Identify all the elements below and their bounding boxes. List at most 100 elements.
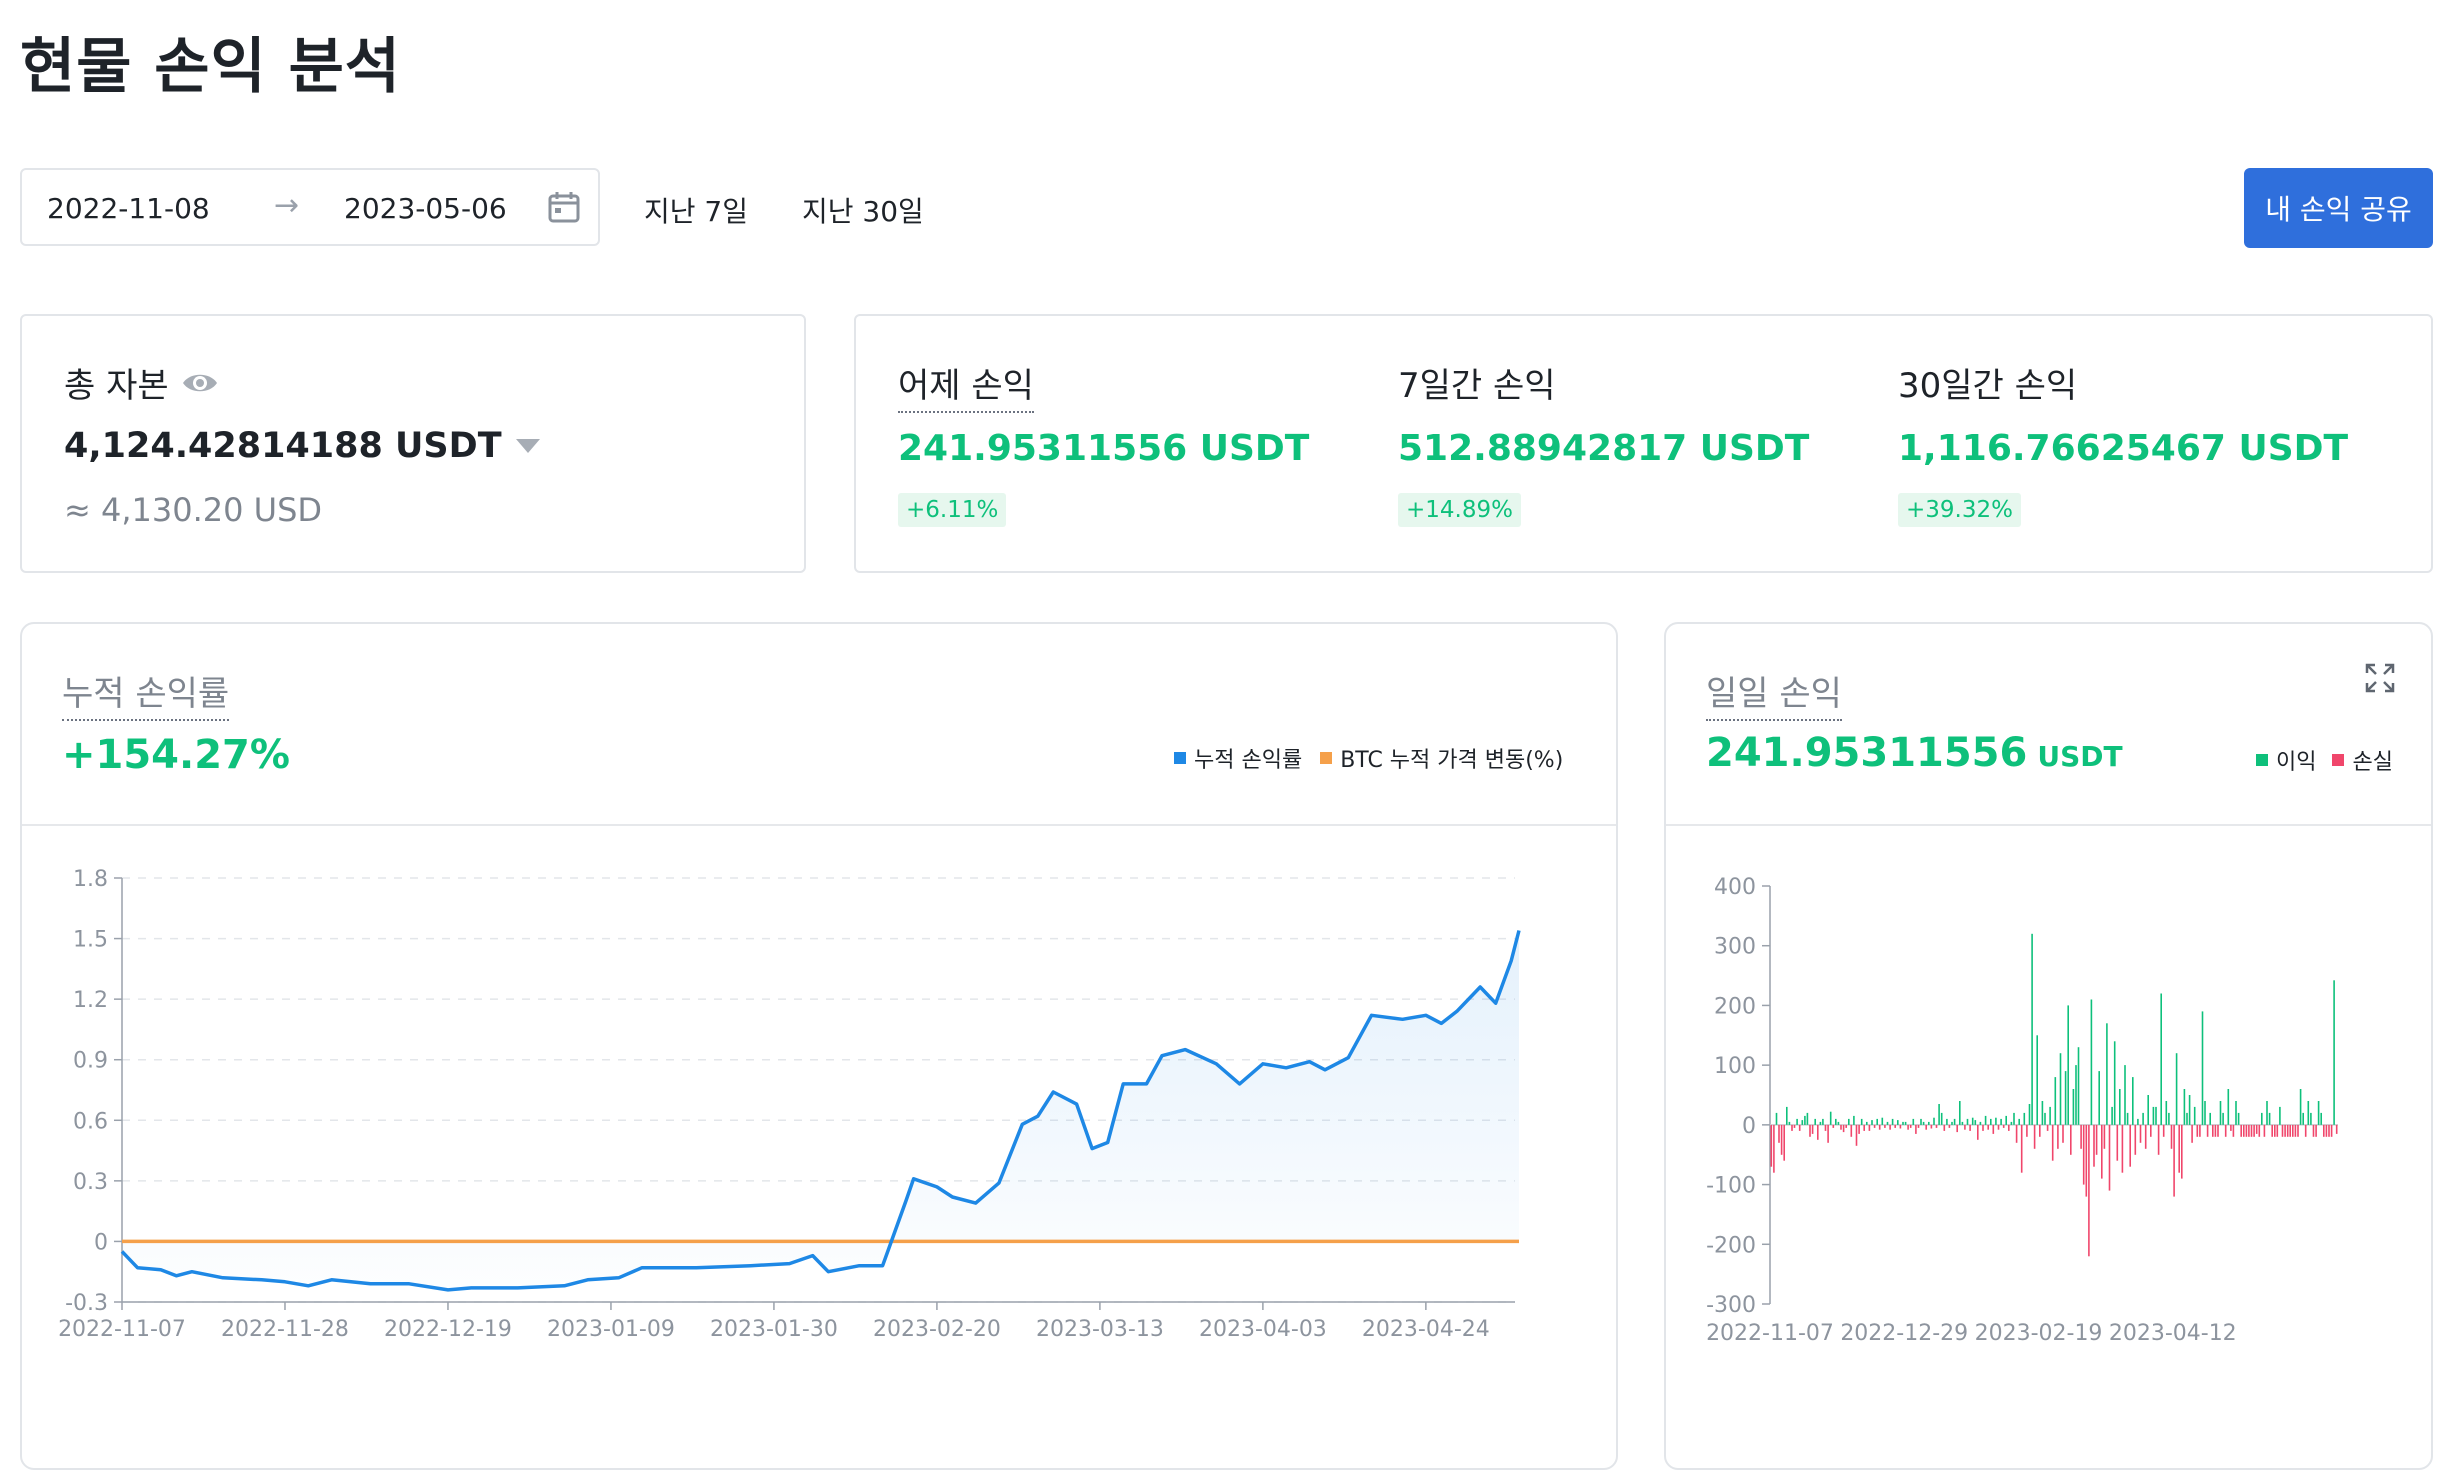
loss-bar (2212, 1124, 2214, 1137)
profit-bar (1979, 1121, 1982, 1125)
loss-bar (2274, 1124, 2276, 1137)
cumulative-title[interactable]: 누적 손익률 (62, 666, 230, 721)
loss-bar (1855, 1124, 1858, 1146)
loss-bar (1780, 1124, 1783, 1155)
loss-bar (1894, 1124, 1896, 1128)
quick-range-30days[interactable]: 지난 30일 (802, 195, 924, 228)
loss-bar (2033, 1124, 2036, 1149)
loss-bar (2121, 1124, 2124, 1173)
share-pnl-button[interactable]: 내 손익 공유 (2244, 168, 2433, 248)
profit-bar (1775, 1112, 1778, 1125)
loss-bar (2170, 1124, 2173, 1149)
7day-pnl-pct: +14.89% (1398, 493, 1521, 527)
end-date-input[interactable]: 2023-05-06 (344, 192, 507, 225)
profit-bar (2111, 1106, 2113, 1125)
profit-bar (2155, 1106, 2157, 1125)
legend-loss: 손실 (2352, 750, 2393, 775)
loss-bar (2157, 1124, 2160, 1155)
y-tick-label: 400 (1714, 875, 1756, 900)
profit-bar (1959, 1101, 1961, 1125)
loss-bar (2217, 1124, 2219, 1137)
page-title: 현물 손익 분석 (20, 32, 401, 102)
loss-bar (2008, 1124, 2010, 1131)
profit-bar (2268, 1112, 2271, 1125)
range-arrow: → (274, 188, 300, 223)
profit-bar (1796, 1118, 1798, 1125)
loss-bar (2103, 1124, 2106, 1149)
y-tick-label: -0.3 (65, 1291, 108, 1316)
profit-bar (1814, 1118, 1816, 1125)
profit-bar (2168, 1112, 2170, 1125)
caret-down-icon[interactable] (514, 437, 542, 455)
loss-bar (1969, 1124, 1971, 1131)
expand-icon[interactable] (2364, 662, 2396, 694)
daily-pnl-chart[interactable]: 400 300 200 100 0 -100 -200 -300 2022-11-07 2022-… (1666, 864, 2431, 1464)
loss-bar (1987, 1124, 1989, 1130)
y-tick-label: 200 (1714, 994, 1756, 1019)
daily-legend: 이익 손실 (2256, 744, 2393, 776)
profit-bar (1938, 1104, 1940, 1125)
7day-pnl-value: 512.88942817 USDT (1398, 428, 1810, 469)
loss-bar (2191, 1124, 2193, 1143)
loss-bar (2245, 1124, 2248, 1137)
profit-bar (2310, 1112, 2312, 1125)
y-tick-label: 0.9 (73, 1049, 108, 1074)
loss-bar (1889, 1124, 1891, 1130)
date-range-picker[interactable]: 2022-11-08 → 2023-05-06 (20, 168, 600, 246)
profit-bar (1866, 1121, 1868, 1125)
loss-bar (1773, 1124, 1775, 1173)
loss-bar (2088, 1124, 2090, 1257)
profit-bar (2132, 1077, 2134, 1125)
profit-bar (2031, 933, 2033, 1125)
capital-approx-usd: ≈ 4,130.20 USD (64, 491, 323, 529)
profit-bar (1961, 1121, 1964, 1125)
profit-bar (1829, 1111, 1832, 1125)
profit-bar (2106, 1023, 2108, 1125)
profit-bar (2075, 1065, 2077, 1125)
loss-bar (1899, 1124, 1902, 1129)
profit-bar (2005, 1115, 2007, 1125)
x-tick-label: 2023-01-30 (710, 1317, 838, 1342)
loss-bar (2253, 1124, 2255, 1137)
loss-bar (2020, 1124, 2023, 1173)
yesterday-pnl-value: 241.95311556 USDT (898, 428, 1310, 469)
quick-range-7days[interactable]: 지난 7일 (644, 195, 748, 228)
profit-bar (2098, 1071, 2100, 1125)
profit-bar (1837, 1121, 1840, 1125)
daily-pnl-card: 일일 손익 241.95311556 USDT 이익 손실 400 300 200 1… (1664, 622, 2433, 1470)
loss-bar (2116, 1124, 2119, 1161)
loss-bar (2330, 1124, 2333, 1137)
profit-bar (2067, 1005, 2069, 1125)
y-tick-label: 300 (1714, 935, 1756, 960)
loss-bar (2039, 1124, 2041, 1137)
loss-bar (1935, 1124, 1938, 1128)
loss-bar (1783, 1124, 1785, 1161)
loss-bar (2070, 1124, 2072, 1155)
profit-bar (2237, 1112, 2240, 1125)
loss-bar (1997, 1124, 2000, 1130)
start-date-input[interactable]: 2022-11-08 (47, 192, 210, 225)
loss-bar (2240, 1124, 2242, 1137)
loss-bar (1925, 1124, 1927, 1130)
profit-bar (2193, 1106, 2196, 1125)
profit-bar (1933, 1117, 1935, 1125)
legend-swatch-loss (2332, 754, 2345, 766)
legend-profit: 이익 (2276, 750, 2317, 775)
x-tick-label: 2023-02-19 (1975, 1321, 2103, 1346)
loss-bar (1858, 1124, 1860, 1134)
yesterday-pnl-label[interactable]: 어제 손익 (898, 358, 1034, 413)
calendar-icon[interactable] (547, 190, 581, 224)
eye-icon[interactable] (181, 370, 219, 396)
profit-bar (1788, 1121, 1791, 1125)
daily-title[interactable]: 일일 손익 (1706, 666, 1842, 721)
profit-bar (2188, 1095, 2191, 1125)
profit-bar (2222, 1112, 2224, 1125)
loss-bar (1868, 1124, 1871, 1131)
profit-bar (2124, 1065, 2126, 1125)
loss-bar (2323, 1124, 2325, 1137)
profit-bar (2235, 1101, 2237, 1125)
profit-bar (2186, 1112, 2188, 1125)
loss-bar (1798, 1124, 1801, 1131)
loss-bar (2250, 1124, 2253, 1137)
